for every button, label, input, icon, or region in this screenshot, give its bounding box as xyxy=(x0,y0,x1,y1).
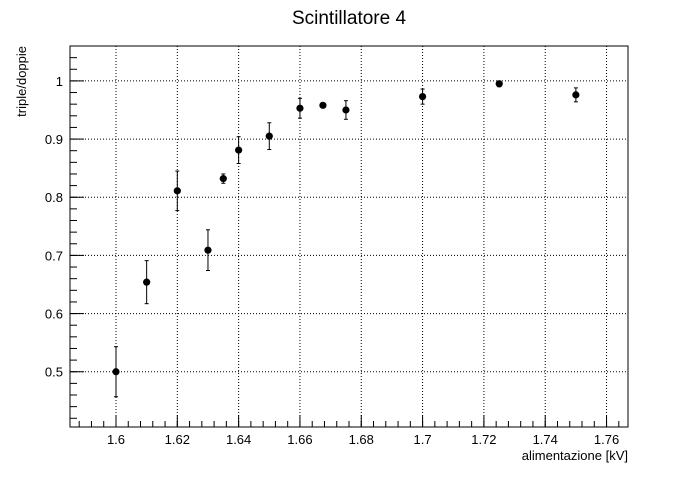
y-tick-label: 0.6 xyxy=(45,307,63,322)
x-tick-label: 1.74 xyxy=(533,432,558,447)
x-tick-label: 1.6 xyxy=(107,432,125,447)
data-point xyxy=(418,93,427,101)
y-tick-label: 0.9 xyxy=(45,132,63,147)
data-point xyxy=(342,106,350,114)
x-tick-label: 1.66 xyxy=(287,432,312,447)
data-point xyxy=(235,146,243,154)
y-axis-label: triple/doppie xyxy=(14,46,29,117)
data-point xyxy=(173,187,181,195)
data-point xyxy=(143,278,151,286)
data-point xyxy=(572,91,580,99)
data-point xyxy=(265,132,273,140)
data-points xyxy=(112,80,580,398)
y-tick-label: 1 xyxy=(56,74,63,89)
data-point xyxy=(495,80,503,88)
data-point xyxy=(296,104,304,112)
data-point xyxy=(219,175,227,183)
x-tick-label: 1.68 xyxy=(349,432,374,447)
y-tick-label: 0.8 xyxy=(45,190,63,205)
y-tick-label: 0.7 xyxy=(45,248,63,263)
x-tick-label: 1.7 xyxy=(414,432,432,447)
data-point xyxy=(204,246,212,254)
data-point xyxy=(112,368,120,376)
x-tick-label: 1.76 xyxy=(594,432,619,447)
x-tick-label: 1.72 xyxy=(471,432,496,447)
x-tick-label: 1.62 xyxy=(165,432,190,447)
data-point xyxy=(319,101,327,109)
plot-frame xyxy=(69,45,629,428)
chart-title: Scintillatore 4 xyxy=(292,8,406,29)
axes: 1.6 1.62 1.64 1.66 1.68 1.7 1.72 1.74 1.76 0.5 0.6… xyxy=(45,45,629,447)
grid xyxy=(70,46,628,427)
x-axis-label: alimentazione [kV] xyxy=(522,448,628,463)
y-tick-label: 0.5 xyxy=(45,365,63,380)
x-tick-label: 1.64 xyxy=(226,432,251,447)
